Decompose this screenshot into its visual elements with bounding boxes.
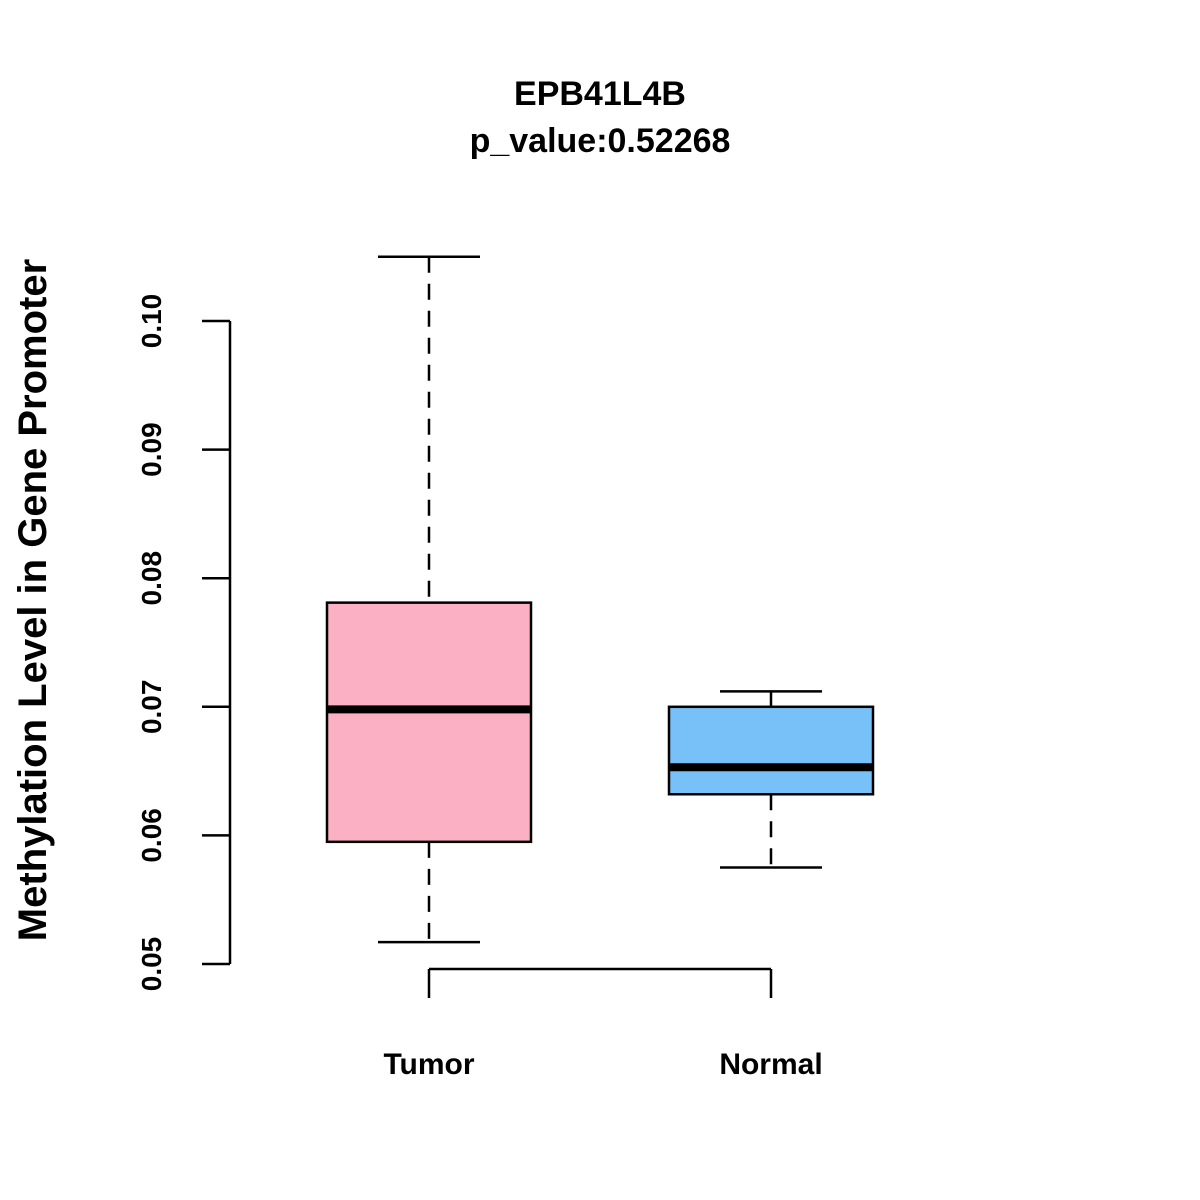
y-tick-label: 0.06: [136, 808, 167, 863]
iqr-box: [325, 601, 533, 844]
box-tumor: [325, 255, 533, 944]
boxes: [325, 255, 875, 944]
chart-title: EPB41L4B: [514, 75, 686, 113]
x-tick-label-tumor: Tumor: [383, 1048, 474, 1081]
iqr-box: [667, 705, 875, 796]
chart-subtitle: p_value:0.52268: [470, 122, 731, 160]
y-tick-label: 0.08: [136, 551, 167, 606]
x-tick-label-normal: Normal: [719, 1048, 822, 1081]
y-axis: 0.05 0.06 0.07 0.08 0.09 0.10: [136, 294, 232, 992]
box-normal: [667, 690, 875, 869]
y-tick-label: 0.05: [136, 937, 167, 992]
y-tick-label: 0.07: [136, 680, 167, 735]
y-tick-label: 0.10: [136, 294, 167, 349]
x-axis: Tumor Normal: [383, 967, 823, 1081]
y-tick-label: 0.09: [136, 422, 167, 477]
y-axis-label: Methylation Level in Gene Promoter: [11, 259, 55, 941]
